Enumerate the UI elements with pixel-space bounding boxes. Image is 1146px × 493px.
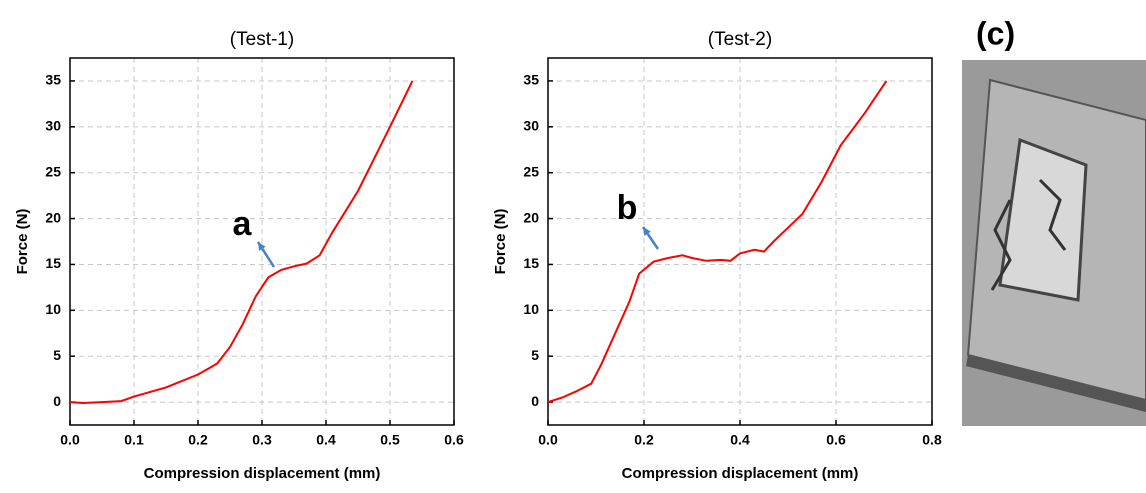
plot-frame	[547, 57, 933, 426]
y-tick-label: 35	[523, 72, 539, 88]
y-tick-label: 10	[523, 301, 539, 317]
data-line	[69, 80, 414, 405]
y-axis-label: Force (N)	[492, 209, 509, 275]
x-tick-label: 0.5	[380, 432, 400, 448]
panel-label: (c)	[976, 15, 1015, 51]
x-tick-label: 0.6	[444, 432, 464, 448]
y-tick-label: 35	[45, 72, 61, 88]
annotation: a	[233, 205, 253, 243]
annotation-arrowhead	[258, 242, 266, 251]
x-tick-label: 0.1	[124, 432, 144, 448]
y-tick-label: 5	[531, 347, 539, 363]
x-tick-label: 0.8	[922, 432, 942, 448]
x-axis-label: Compression displacement (mm)	[622, 465, 859, 482]
x-tick-label: 0.3	[252, 432, 272, 448]
y-tick-label: 10	[45, 301, 61, 317]
x-tick-label: 0.0	[538, 432, 558, 448]
y-tick-label: 20	[45, 209, 61, 225]
annotation: b	[617, 189, 638, 227]
y-tick-label: 15	[45, 255, 61, 271]
x-tick-label: 0.2	[188, 432, 208, 448]
x-tick-label: 0.4	[316, 432, 336, 448]
x-tick-label: 0.4	[730, 432, 750, 448]
spring-wire	[990, 178, 1067, 291]
y-tick-label: 0	[53, 393, 61, 409]
data-line	[547, 80, 888, 404]
photo	[962, 60, 1146, 426]
x-tick-label: 0.0	[60, 432, 80, 448]
y-tick-label: 15	[523, 255, 539, 271]
y-axis-label: Force (N)	[14, 209, 31, 275]
x-tick-label: 0.6	[826, 432, 846, 448]
x-tick-label: 0.2	[634, 432, 654, 448]
y-tick-label: 20	[523, 209, 539, 225]
y-tick-label: 5	[53, 347, 61, 363]
y-tick-label: 0	[531, 393, 539, 409]
plot-frame	[69, 57, 455, 426]
chart-title: (Test-1)	[230, 29, 294, 50]
annotation-arrowhead	[643, 227, 651, 236]
plate-opening	[998, 137, 1088, 302]
y-tick-label: 25	[45, 163, 61, 179]
y-tick-label: 30	[45, 118, 61, 134]
plate-edge	[966, 355, 1146, 412]
x-axis-label: Compression displacement (mm)	[144, 465, 381, 482]
y-tick-label: 25	[523, 163, 539, 179]
y-tick-label: 30	[523, 118, 539, 134]
chart-title: (Test-2)	[708, 29, 772, 50]
